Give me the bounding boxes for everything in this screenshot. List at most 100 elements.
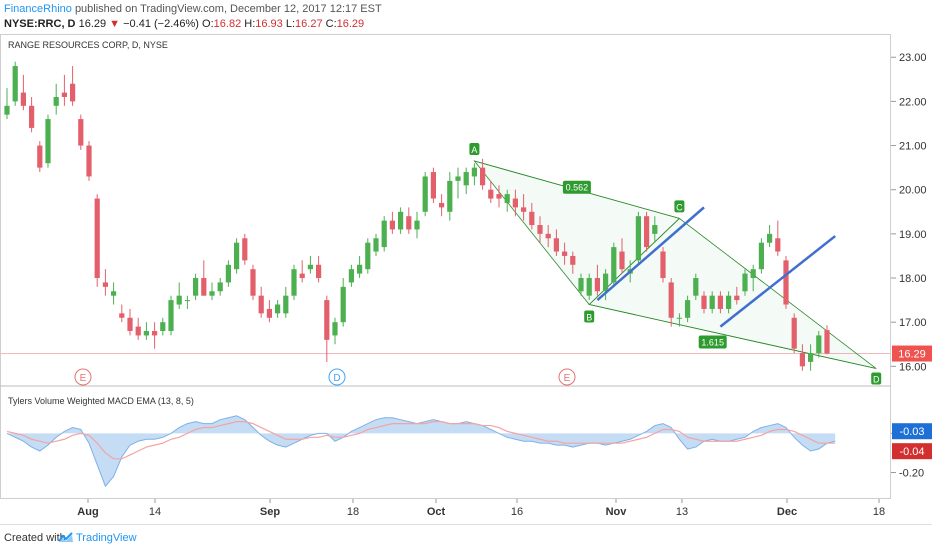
pattern-ratio-label: 1.615 bbox=[701, 338, 724, 348]
macd-line bbox=[6, 415, 836, 488]
indicator-title: Tylers Volume Weighted MACD EMA (13, 8, … bbox=[8, 396, 194, 406]
candle-body bbox=[422, 176, 428, 212]
candle-body bbox=[86, 145, 92, 177]
candle-body bbox=[29, 105, 35, 128]
candle-body bbox=[512, 198, 518, 208]
candle-body bbox=[316, 264, 322, 279]
price-chart-svg[interactable]: RANGE RESOURCES CORP, D, NYSE Tylers Vol… bbox=[0, 34, 932, 524]
candle-body bbox=[176, 295, 182, 305]
candle-body bbox=[348, 269, 354, 283]
candle-body bbox=[750, 269, 756, 279]
candle-body bbox=[578, 278, 584, 292]
event-marker-label: E bbox=[80, 373, 87, 384]
event-marker-label: E bbox=[564, 373, 571, 384]
candle-body bbox=[447, 180, 453, 212]
candle-body bbox=[291, 269, 297, 296]
candle-body bbox=[488, 189, 494, 199]
candle-body bbox=[545, 233, 551, 239]
pattern-ratio-badge bbox=[698, 335, 727, 349]
candle-body bbox=[767, 233, 773, 243]
pattern-point-label: B bbox=[586, 313, 592, 323]
created-with-label: Created with bbox=[4, 532, 66, 544]
candle-body bbox=[521, 207, 527, 212]
candle-body bbox=[373, 238, 379, 252]
candle-body bbox=[250, 269, 256, 296]
chart-title: RANGE RESOURCES CORP, D, NYSE bbox=[8, 40, 168, 50]
candle-body bbox=[734, 295, 740, 301]
trend-line bbox=[719, 235, 836, 328]
x-tick-label: Aug bbox=[77, 506, 98, 518]
candle-body bbox=[742, 273, 748, 292]
candle-body bbox=[37, 145, 43, 168]
candle-body bbox=[824, 330, 830, 354]
candle-body bbox=[430, 172, 436, 199]
last-price-tag: 16.29 bbox=[892, 345, 932, 362]
last-price: 16.29 bbox=[78, 18, 107, 30]
tradingview-link[interactable]: TradingView bbox=[76, 532, 137, 544]
indicator-value-label: -0.04 bbox=[899, 446, 924, 458]
pattern-line-bd bbox=[589, 304, 877, 369]
candle-body bbox=[168, 300, 174, 332]
indicator-tick-label: -0.20 bbox=[899, 468, 924, 480]
price-tag-text: 16.29 bbox=[898, 349, 926, 361]
candle-body bbox=[332, 322, 338, 336]
price-tick-label: 21.00 bbox=[899, 141, 927, 153]
candle-body bbox=[389, 220, 395, 230]
signal-line bbox=[6, 421, 836, 460]
candle-body bbox=[455, 176, 461, 181]
indicator-value-label: -0.03 bbox=[899, 426, 924, 438]
candle-body bbox=[127, 317, 133, 332]
candle-body bbox=[504, 194, 510, 203]
macd-area bbox=[7, 415, 836, 487]
candle-body bbox=[808, 353, 814, 362]
candle-body bbox=[398, 211, 404, 230]
candle-body bbox=[78, 119, 84, 146]
candle-body bbox=[307, 264, 313, 270]
price-tick-label: 20.00 bbox=[899, 185, 927, 197]
tradingview-logo-icon bbox=[58, 532, 73, 542]
candle-body bbox=[570, 255, 576, 265]
change-value: −0.41 (−2.46%) bbox=[123, 18, 199, 30]
candle-body bbox=[603, 273, 609, 292]
candle-body bbox=[406, 216, 412, 230]
pattern-point-badge bbox=[871, 372, 882, 385]
candle-body bbox=[611, 247, 617, 283]
pattern-point-label: A bbox=[471, 145, 477, 155]
candle-body bbox=[135, 326, 141, 336]
candle-body bbox=[668, 282, 674, 318]
candle-body bbox=[553, 238, 559, 252]
price-tag-bg bbox=[892, 345, 932, 362]
candle-body bbox=[94, 198, 100, 279]
candle-body bbox=[644, 216, 650, 248]
publisher-link[interactable]: FinanceRhino bbox=[4, 3, 72, 15]
candle-body bbox=[439, 202, 445, 208]
candle-body bbox=[562, 251, 568, 256]
x-tick-label: 18 bbox=[873, 506, 885, 518]
candle-body bbox=[12, 66, 18, 102]
candle-body bbox=[537, 225, 543, 234]
candle-body bbox=[61, 92, 67, 97]
event-marker bbox=[558, 368, 576, 386]
macd-indicator bbox=[6, 415, 836, 488]
candle-body bbox=[709, 295, 715, 309]
candle-body bbox=[217, 282, 223, 292]
chart-area[interactable]: RANGE RESOURCES CORP, D, NYSE Tylers Vol… bbox=[0, 34, 932, 524]
candle-body bbox=[701, 295, 707, 309]
candle-body bbox=[258, 295, 264, 314]
price-tick-label: 17.00 bbox=[899, 317, 927, 329]
symbol-label: NYSE:RRC, D bbox=[4, 18, 76, 30]
candle-body bbox=[143, 331, 149, 336]
trend-line bbox=[596, 206, 705, 302]
candlesticks bbox=[4, 61, 830, 371]
high-label: H: bbox=[244, 18, 256, 30]
candle-body bbox=[70, 83, 76, 102]
candle-body bbox=[299, 273, 305, 279]
candle-body bbox=[652, 225, 658, 234]
price-tick-label: 16.00 bbox=[899, 361, 927, 373]
candle-body bbox=[480, 167, 486, 186]
candle-body bbox=[717, 295, 723, 309]
candle-body bbox=[463, 172, 469, 186]
candle-body bbox=[586, 278, 592, 296]
price-y-axis: 23.00 22.00 21.00 20.00 19.00 18.00 17.00 16.00 bbox=[891, 52, 927, 373]
candle-body bbox=[324, 300, 330, 340]
